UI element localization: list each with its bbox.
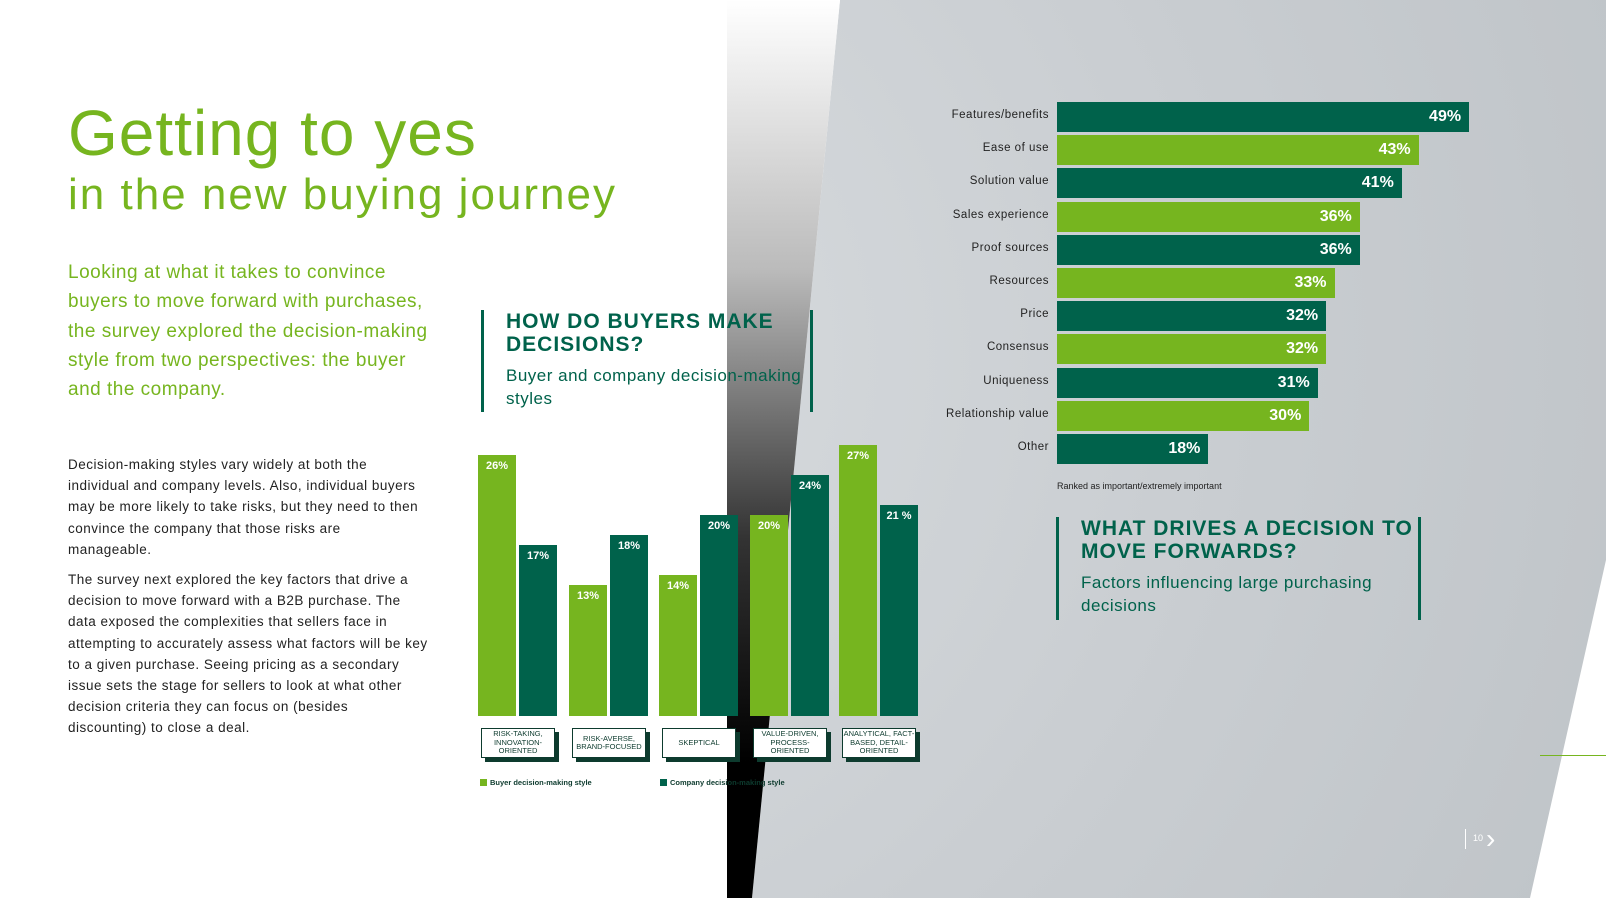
bar: 49%	[1057, 102, 1470, 132]
data-label: 20%	[757, 520, 781, 533]
bar	[659, 575, 697, 716]
category-label: Price	[1020, 308, 1049, 321]
bar: 36%	[1057, 234, 1360, 265]
bar: 36%	[1057, 201, 1360, 232]
page-title: Getting to yes	[68, 97, 477, 169]
legend-label: Buyer decision-making style	[490, 778, 592, 787]
data-label: 18%	[1168, 440, 1201, 457]
bar: 31%	[1057, 367, 1318, 398]
page-number: 10	[1473, 833, 1484, 843]
category-label: Solution value	[969, 175, 1049, 188]
data-label: 36%	[1319, 240, 1352, 258]
category-label: SKEPTICAL	[662, 728, 736, 758]
data-label: 31%	[1277, 373, 1310, 391]
data-label: 41%	[1361, 174, 1394, 192]
data-label: 30%	[1269, 406, 1302, 424]
bar: 41%	[1057, 168, 1402, 199]
section-heading: HOW DO BUYERS MAKE DECISIONS?	[506, 310, 774, 356]
category-label: Relationship value	[946, 407, 1049, 420]
bar	[750, 515, 788, 716]
body-paragraph: The survey next explored the key factors…	[68, 572, 428, 736]
body-paragraph: Decision-making styles vary widely at bo…	[68, 457, 419, 557]
bar	[880, 505, 918, 716]
divider	[1465, 829, 1466, 849]
legend-swatch	[660, 779, 667, 786]
legend-swatch	[480, 779, 487, 786]
category-label: Uniqueness	[983, 374, 1049, 387]
category-label: Consensus	[986, 341, 1049, 354]
divider	[1540, 755, 1606, 756]
bar: 33%	[1057, 268, 1335, 298]
category-label: Sales experience	[952, 208, 1049, 221]
legend-label: Company decision-making style	[670, 778, 785, 787]
bar: 43%	[1057, 135, 1419, 166]
bar: 30%	[1057, 400, 1310, 431]
data-label: 49%	[1429, 108, 1462, 125]
category-label: Proof sources	[971, 241, 1049, 254]
section-decisions: HOW DO BUYERS MAKE DECISIONS? Buyer and …	[481, 310, 813, 412]
bar: 32%	[1057, 334, 1327, 365]
bar: 18%	[1057, 434, 1209, 464]
legend-item-company: Company decision-making style	[660, 778, 785, 787]
category-label: Other	[1017, 441, 1049, 453]
page-subtitle: in the new buying journey	[68, 170, 617, 219]
data-label: 13%	[576, 590, 600, 603]
bar	[569, 585, 607, 716]
data-label: 24%	[798, 480, 822, 493]
bar	[791, 475, 829, 716]
category-label: Resources	[989, 275, 1049, 287]
data-label: 14%	[666, 580, 690, 593]
bar	[700, 515, 738, 716]
category-label: ANALYTICAL, FACT-BASED, DETAIL-ORIENTED	[842, 728, 916, 758]
section-drivers: WHAT DRIVES A DECISION TO MOVE FORWARDS?…	[1056, 517, 1421, 620]
section-subheading: Buyer and company decision-making styles	[506, 366, 802, 408]
data-label: 18%	[617, 540, 641, 553]
data-label: 17%	[526, 550, 550, 563]
category-label: VALUE-DRIVEN, PROCESS-ORIENTED	[753, 728, 827, 758]
data-label: 32%	[1286, 307, 1319, 325]
section-subheading: Factors influencing large purchasing dec…	[1081, 573, 1373, 615]
category-label: RISK-TAKING, INNOVATION-ORIENTED	[481, 728, 555, 758]
data-label: 36%	[1319, 207, 1352, 225]
data-label: 27%	[846, 449, 870, 462]
bar	[610, 535, 648, 716]
bar	[839, 444, 877, 716]
category-label: Features/benefits	[951, 109, 1049, 121]
category-label: RISK-AVERSE, BRAND-FOCUSED	[572, 728, 646, 758]
data-label: 32%	[1286, 340, 1319, 358]
data-label: 33%	[1294, 274, 1327, 291]
bar	[478, 454, 516, 716]
data-label: 43%	[1378, 141, 1411, 159]
legend-item-buyer: Buyer decision-making style	[480, 778, 592, 787]
section-heading: WHAT DRIVES A DECISION TO MOVE FORWARDS?	[1081, 517, 1413, 563]
chart-note: Ranked as important/extremely important	[1057, 481, 1222, 491]
bar: 32%	[1057, 301, 1327, 332]
lead-paragraph: Looking at what it takes to convince buy…	[68, 262, 428, 401]
data-label: 21 %	[886, 510, 912, 523]
category-label: Ease of use	[982, 142, 1049, 155]
next-page-chevron-icon[interactable]: ›	[1486, 823, 1496, 854]
data-label: 26%	[485, 459, 509, 472]
bar	[519, 545, 557, 716]
data-label: 20%	[707, 520, 731, 533]
